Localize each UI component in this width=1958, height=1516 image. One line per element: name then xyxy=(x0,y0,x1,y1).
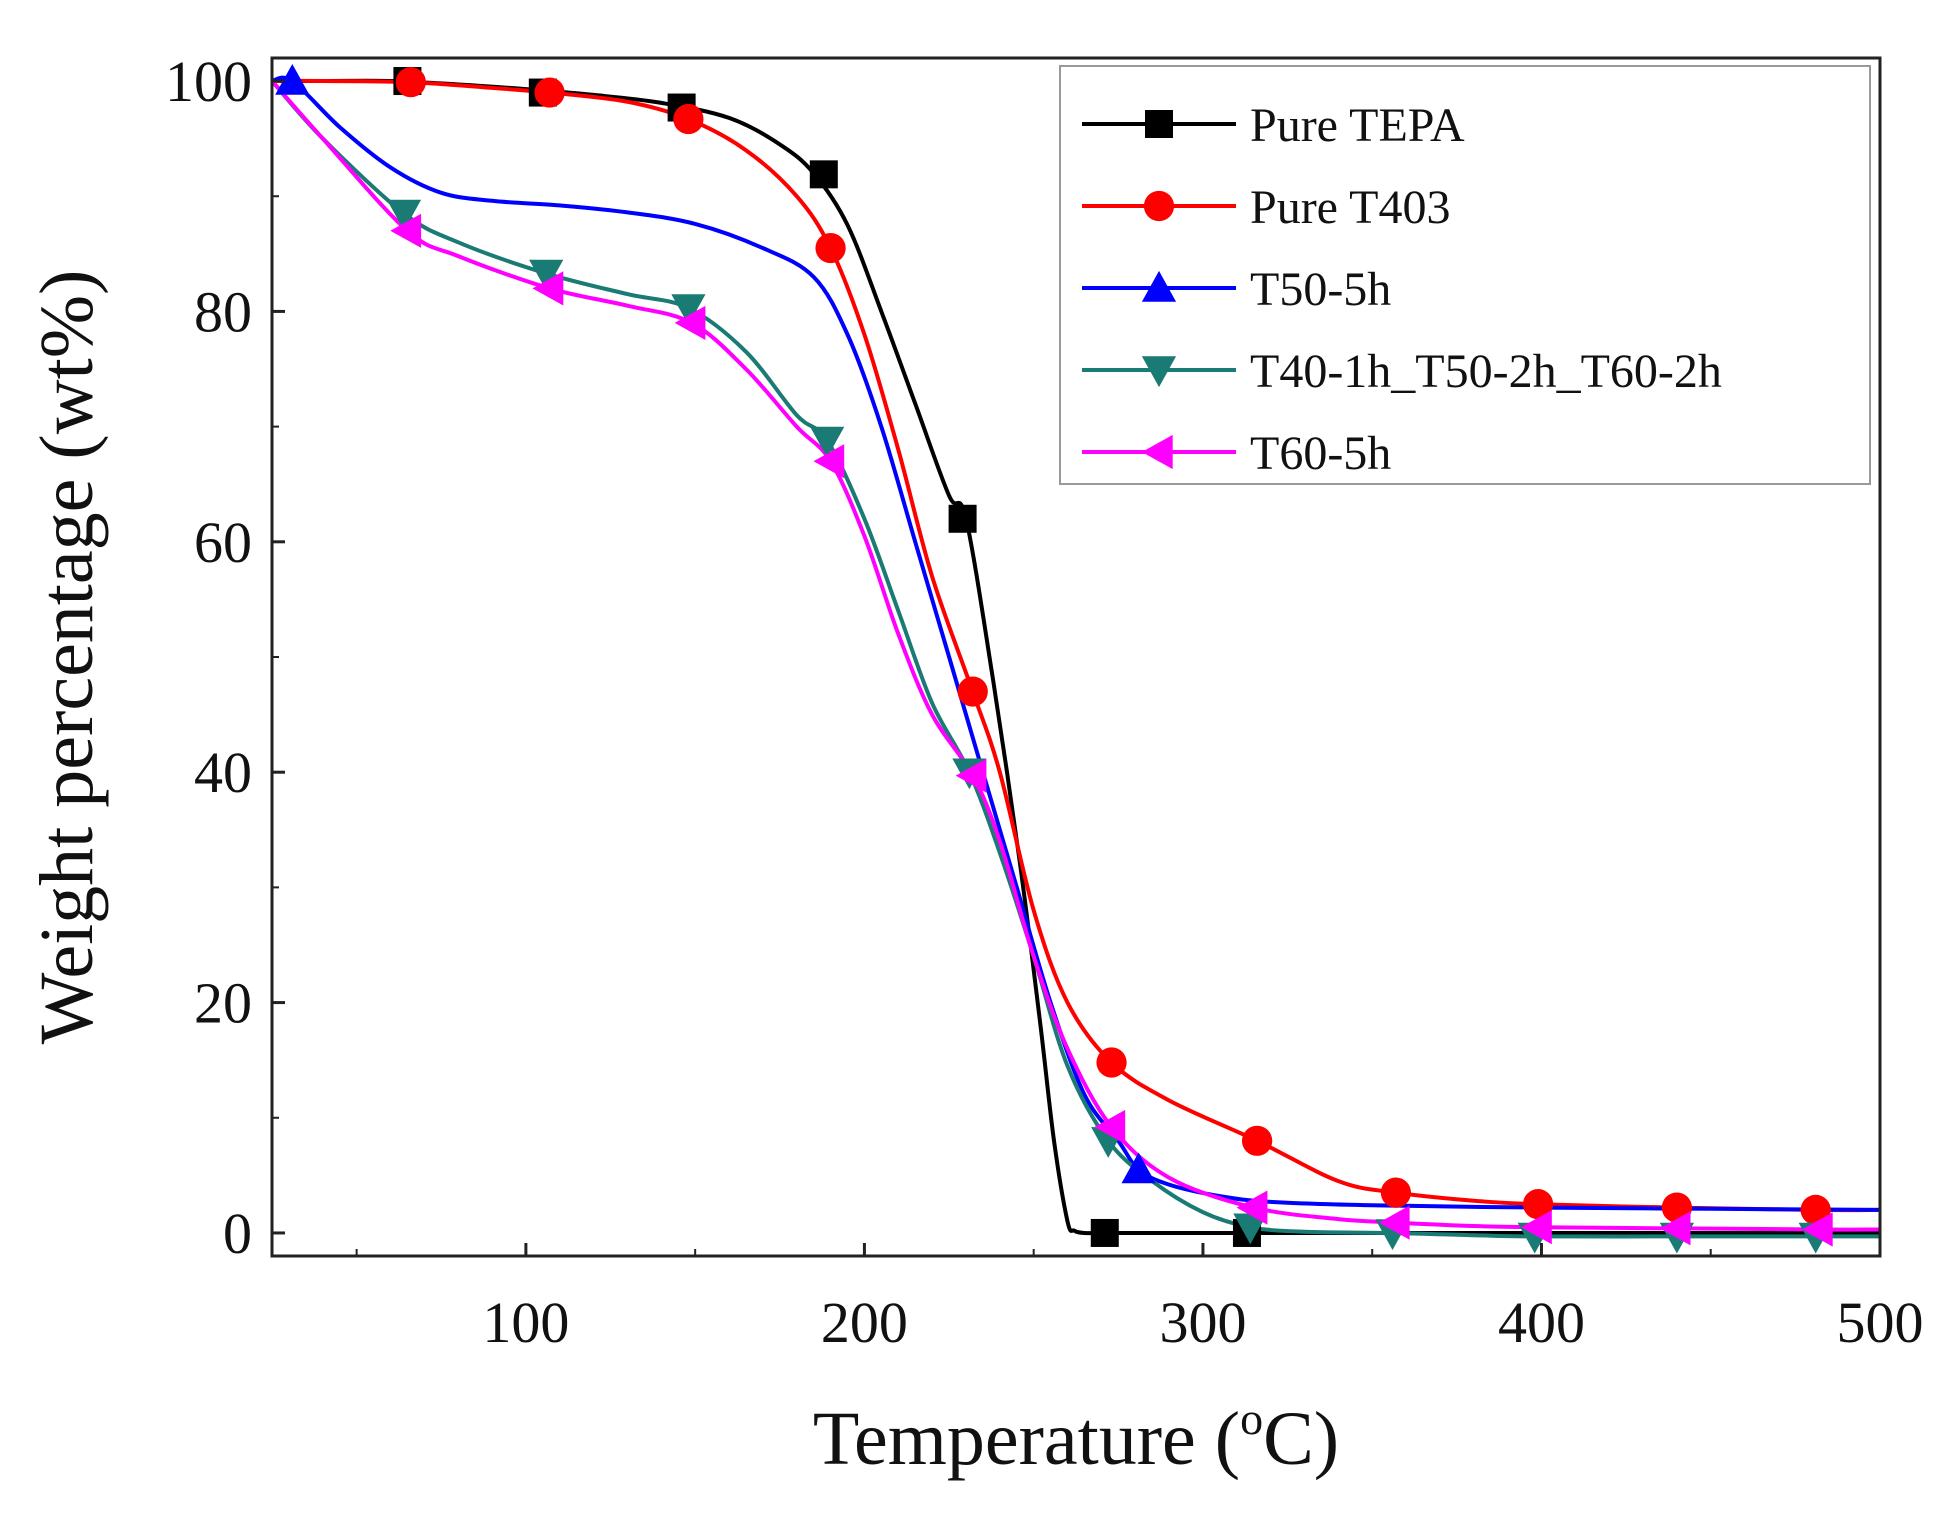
x-tick-label-5: 500 xyxy=(1837,1290,1924,1355)
data-point-5-4 xyxy=(813,444,845,479)
y-tick-label-2: 20 xyxy=(194,971,252,1036)
data-point-5-1 xyxy=(390,213,422,248)
x-tick-label-1: 100 xyxy=(482,1290,569,1355)
legend-marker-1 xyxy=(1145,110,1173,138)
legend-box xyxy=(1059,65,1871,485)
legend: Pure TEPA Pure T403 T50-5h T40-1h_T50-2h_T6… xyxy=(1059,65,1871,485)
data-point-5-3 xyxy=(674,305,706,340)
data-point-1-6 xyxy=(1090,1218,1119,1247)
series-line-3 xyxy=(272,75,1880,1212)
data-point-2-8 xyxy=(1380,1177,1412,1208)
data-point-2-4 xyxy=(815,232,846,264)
y-tick-label-4: 60 xyxy=(194,510,252,575)
data-point-5-7 xyxy=(1236,1190,1268,1225)
y-tick-label-5: 80 xyxy=(194,279,252,344)
data-point-1-4 xyxy=(809,160,838,189)
data-point-4-1 xyxy=(386,199,422,231)
data-point-5-11 xyxy=(1802,1212,1833,1247)
legend-marker-5 xyxy=(1141,434,1173,470)
y-axis-label: Weight percentage (wt%) xyxy=(25,270,109,1045)
data-point-2-1 xyxy=(395,67,426,98)
legend-marker-4 xyxy=(1141,356,1177,388)
legend-label-2: Pure T403 xyxy=(1250,181,1450,234)
y-tick-label-6: 100 xyxy=(165,49,252,114)
data-point-3-1 xyxy=(275,64,310,95)
x-axis-label-unit: C) xyxy=(1263,1397,1339,1481)
data-point-3-2 xyxy=(1121,1152,1156,1184)
data-point-5-10 xyxy=(1659,1211,1691,1246)
data-point-2-5 xyxy=(957,676,988,707)
x-tick-label-4: 400 xyxy=(1498,1290,1585,1355)
data-point-2-11 xyxy=(1800,1194,1831,1226)
data-point-4-2 xyxy=(529,259,564,291)
data-point-2-3 xyxy=(673,103,704,135)
data-point-5-9 xyxy=(1521,1210,1552,1245)
y-tick-label-1: 0 xyxy=(223,1201,252,1266)
legend-label-3: T50-5h xyxy=(1250,263,1391,316)
data-point-5-6 xyxy=(1094,1109,1126,1145)
data-point-5-5 xyxy=(955,758,987,793)
data-point-5-2 xyxy=(532,271,564,306)
legend-label-5: T60-5h xyxy=(1250,427,1391,480)
data-point-2-7 xyxy=(1241,1125,1273,1156)
data-point-4-3 xyxy=(671,294,706,325)
data-point-1-5 xyxy=(948,504,977,533)
x-axis-label-degree: o xyxy=(1240,1393,1263,1444)
legend-marker-3 xyxy=(1141,270,1177,302)
data-point-4-4 xyxy=(810,426,845,458)
data-point-2-6 xyxy=(1096,1047,1127,1078)
legend-label-1: Pure TEPA xyxy=(1250,99,1465,152)
y-tick-label-3: 40 xyxy=(194,740,252,805)
x-tick-label-3: 300 xyxy=(1159,1290,1246,1355)
data-point-5-8 xyxy=(1378,1205,1410,1240)
legend-items: Pure TEPA Pure T403 T50-5h T40-1h_T50-2h_T6… xyxy=(1082,99,1722,480)
legend-marker-2 xyxy=(1143,190,1175,222)
legend-label-4: T40-1h_T50-2h_T60-2h xyxy=(1250,345,1722,398)
marker-layer xyxy=(275,64,1833,1254)
data-point-2-2 xyxy=(534,77,565,108)
series-line-4 xyxy=(272,79,1880,1239)
x-axis-label-main: Temperature ( xyxy=(813,1397,1240,1481)
x-axis-label: Temperature (oC) xyxy=(813,1393,1339,1481)
tick-layer: 100 200 300 400 500 0 20 40 60 80 100 xyxy=(165,49,1924,1355)
x-tick-label-2: 200 xyxy=(821,1290,908,1355)
data-point-4-7 xyxy=(1233,1213,1268,1245)
data-point-2-9 xyxy=(1522,1189,1554,1220)
